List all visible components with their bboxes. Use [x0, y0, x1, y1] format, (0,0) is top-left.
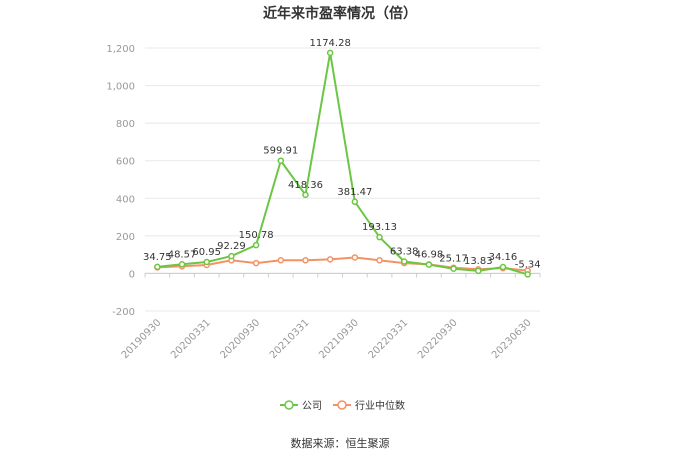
data-point: [277, 157, 285, 164]
data-label: 13.83: [464, 256, 493, 267]
data-label: 46.98: [415, 250, 444, 261]
data-point: [450, 265, 457, 272]
source-note: 数据来源：恒生聚源: [291, 436, 390, 450]
data-label: 381.47: [337, 187, 372, 198]
data-label: 150.78: [239, 230, 274, 241]
x-tick-label: 20210930: [317, 317, 361, 361]
data-point: [425, 261, 433, 268]
legend[interactable]: 公司 行业中位数: [280, 399, 405, 412]
series-group: [154, 49, 531, 278]
data-label: 92.29: [217, 241, 246, 252]
data-point: [228, 252, 235, 260]
y-tick-label: 0: [129, 269, 135, 280]
data-point: [351, 254, 359, 261]
data-label: 599.91: [263, 146, 298, 157]
data-point: [154, 263, 161, 271]
y-tick-label: -200: [112, 307, 135, 318]
data-point: [326, 49, 334, 57]
legend-marker: [284, 400, 294, 410]
y-tick-label: 1,200: [106, 44, 135, 55]
data-label: -5.34: [515, 259, 541, 270]
data-point: [302, 191, 309, 199]
x-tick-label: 20210331: [268, 317, 312, 361]
data-point: [252, 241, 260, 249]
x-axis: 20190930 20200331 20200930 20210331 20210930…: [120, 272, 541, 361]
data-point: [499, 263, 507, 271]
data-label: 1174.28: [309, 38, 350, 49]
series-line-1: [157, 256, 528, 272]
data-point: [400, 258, 408, 265]
data-point: [277, 257, 285, 264]
data-label: 48.57: [168, 249, 197, 260]
x-tick-label: 20220930: [416, 317, 460, 361]
data-point: [524, 271, 531, 278]
data-label: 25.17: [439, 254, 468, 265]
series-line-0: [157, 52, 528, 276]
data-label: 418.36: [288, 180, 323, 191]
x-tick-label: 20220331: [367, 317, 411, 361]
legend-label: 行业中位数: [355, 399, 405, 412]
data-point: [302, 257, 309, 264]
y-tick-label: 600: [116, 157, 135, 168]
data-label: 60.95: [192, 247, 221, 258]
data-point: [475, 267, 482, 275]
x-tick-label: 20190930: [120, 317, 164, 361]
x-tick-label: 20200331: [169, 317, 213, 361]
chart-title: 近年来市盈率情况（倍）: [263, 5, 417, 22]
y-tick-label: 1,000: [106, 82, 135, 93]
x-tick-label: 20230630: [490, 317, 534, 361]
data-label: 63.38: [390, 247, 419, 258]
y-axis: -200 0 200 400 600 800 1,000 1,200: [106, 44, 135, 318]
x-tick-label: 20200930: [218, 317, 262, 361]
data-point: [203, 258, 210, 266]
y-tick-label: 200: [116, 232, 135, 243]
y-tick-label: 800: [116, 119, 135, 130]
data-label: 34.16: [489, 252, 518, 263]
data-point: [376, 257, 383, 264]
data-label: 34.75: [143, 252, 172, 263]
data-label: 193.13: [362, 222, 397, 233]
data-point: [252, 259, 260, 267]
data-point: [178, 261, 186, 268]
data-point: [351, 198, 359, 206]
legend-item-1[interactable]: 行业中位数: [333, 399, 405, 412]
y-tick-label: 400: [116, 194, 135, 205]
legend-label: 公司: [302, 401, 322, 412]
data-point: [326, 256, 334, 263]
data-point: [376, 233, 383, 241]
legend-item-0[interactable]: 公司: [280, 400, 322, 412]
legend-marker: [337, 400, 347, 410]
